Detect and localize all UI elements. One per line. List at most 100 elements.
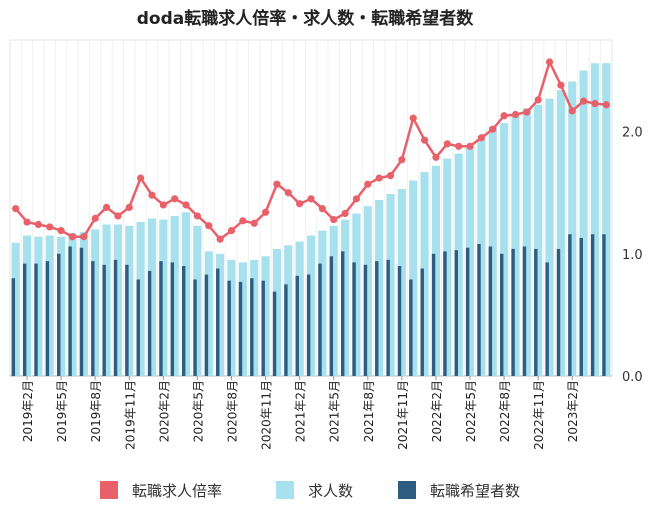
x-tick-label: 2022年8月 [498, 380, 512, 442]
job-seekers-bar [159, 261, 163, 376]
x-tick-label: 2021年2月 [294, 380, 308, 442]
job-openings-bar [556, 90, 565, 376]
legend-job-openings[interactable]: 求人数 [276, 478, 353, 502]
legend-job-seekers[interactable]: 転職希望者数 [398, 478, 520, 502]
job-seekers-bar [340, 251, 345, 376]
y-axis-ticks: 0.0 1.0 2.0 [622, 126, 643, 385]
ratio-point [182, 201, 190, 209]
ratio-point [523, 108, 531, 116]
job-openings-bar [79, 231, 88, 376]
chart-grid [9, 39, 613, 377]
ratio-point [477, 134, 485, 142]
job-openings-bar [409, 180, 418, 376]
job-seekers-bar [420, 268, 424, 376]
job-seekers-bar [170, 262, 175, 376]
job-openings-bar [568, 81, 577, 377]
ratio-point [159, 201, 167, 209]
x-tick-label: 2022年2月 [430, 380, 444, 442]
job-seekers-bar [91, 261, 95, 376]
job-seekers-bar [147, 270, 152, 376]
job-seekers-bar [250, 278, 254, 376]
job-openings-bar [500, 123, 509, 376]
job-seekers-bar [79, 247, 84, 376]
job-openings-bar [261, 256, 270, 376]
ratio-point [273, 180, 281, 188]
job-seekers-bar [261, 280, 265, 376]
ratio-point [34, 220, 42, 229]
job-seekers-bar [102, 264, 106, 376]
ratio-point [432, 153, 440, 161]
x-axis-ticks: 2019年2月 2019年5月 2019年8月 2019年11月 2020年2月 2020… [21, 376, 580, 450]
x-tick-label: 2023年2月 [566, 380, 580, 442]
legend-job-openings-swatch [276, 481, 294, 499]
job-openings-bars [11, 63, 611, 377]
ratio-point [534, 96, 542, 104]
job-openings-bar [420, 171, 429, 376]
ratio-point [137, 174, 145, 182]
ratio-point [12, 205, 20, 213]
job-seekers-bar [329, 256, 334, 376]
job-openings-bar [590, 63, 600, 377]
legend-job-seekers-swatch [398, 481, 416, 499]
ratio-point [580, 97, 588, 105]
job-openings-bar [170, 215, 179, 376]
ratio-point [91, 214, 99, 222]
ratio-point [68, 233, 77, 241]
job-seekers-bar [193, 279, 197, 376]
x-tick-label: 2020年11月 [260, 380, 274, 450]
job-openings-bar [386, 193, 395, 376]
job-openings-bar [216, 253, 225, 376]
x-tick-label: 2019年8月 [89, 380, 103, 442]
job-seekers-bar [534, 248, 538, 376]
y-tick-label: 2.0 [622, 126, 643, 141]
ratio-point [557, 81, 565, 89]
job-openings-bar [545, 98, 554, 376]
job-seekers-bar [11, 278, 16, 376]
ratio-point [466, 142, 474, 150]
job-seekers-bar [500, 253, 504, 376]
job-seekers-bar [34, 263, 38, 376]
x-tick-label: 2020年2月 [157, 380, 171, 442]
job-openings-bar [68, 233, 77, 376]
x-tick-label: 2020年8月 [225, 380, 239, 442]
job-openings-bar [22, 235, 32, 376]
ratio-point [375, 174, 383, 182]
y-tick-label: 1.0 [622, 248, 643, 263]
job-seekers-bar [556, 248, 561, 376]
job-seekers-bar [545, 262, 549, 376]
job-openings-bar [511, 115, 520, 377]
job-seekers-bar [602, 234, 606, 376]
job-openings-bar [375, 200, 384, 376]
ratio-point [545, 58, 554, 66]
job-openings-bar [477, 138, 486, 376]
job-seekers-bar [443, 251, 447, 376]
job-seekers-bar [22, 263, 27, 376]
ratio-point [602, 101, 610, 109]
ratio-point [261, 208, 270, 216]
job-seekers-bar [488, 246, 493, 376]
job-openings-bar [250, 259, 259, 376]
job-openings-bar [147, 218, 157, 376]
job-seekers-bar [125, 264, 129, 376]
job-seekers-bar [465, 247, 470, 376]
job-seekers-bar [431, 253, 436, 376]
job-openings-bar [102, 224, 111, 376]
legend-ratio[interactable]: 転職求人倍率 [100, 478, 222, 502]
job-openings-bar [534, 104, 543, 377]
job-seekers-bar [238, 281, 243, 376]
ratio-point [227, 227, 236, 235]
job-seekers-bar [45, 261, 50, 376]
job-openings-bar [284, 245, 293, 376]
x-tick-label: 2022年5月 [464, 380, 478, 442]
chart-title: doda転職求人倍率・求人数・転職希望者数 [136, 9, 474, 29]
ratio-point [352, 195, 361, 203]
ratio-point [57, 227, 65, 235]
job-seekers-bar [68, 246, 72, 376]
legend-ratio-label: 転職求人倍率 [132, 481, 223, 500]
job-openings-bar [488, 126, 497, 377]
job-seekers-bar [454, 250, 459, 376]
job-openings-bar [431, 165, 441, 376]
ratio-point [455, 142, 463, 150]
job-openings-bar [159, 219, 168, 376]
job-openings-bar [454, 153, 463, 376]
